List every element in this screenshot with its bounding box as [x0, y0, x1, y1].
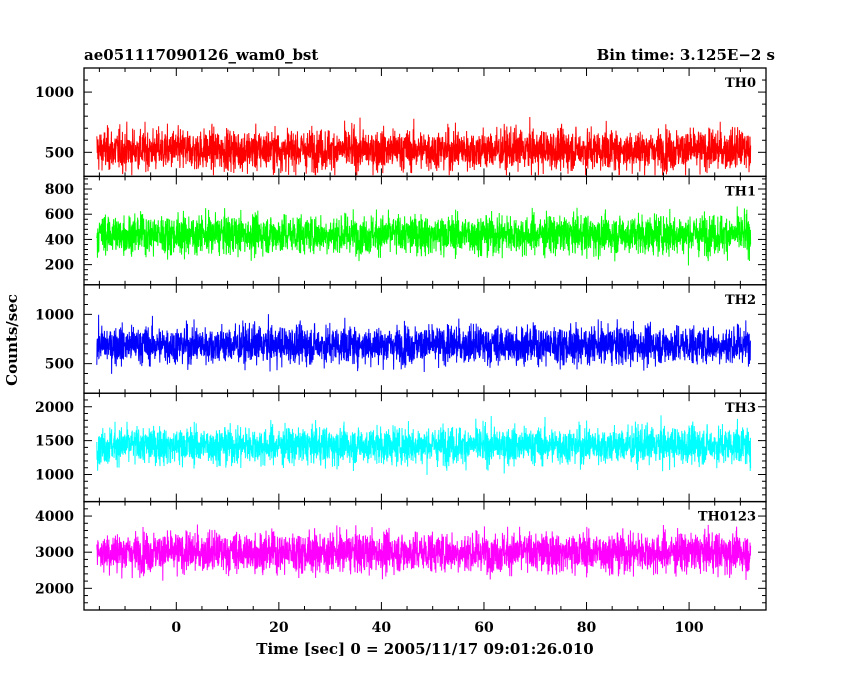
y-tick-label: 600 [45, 207, 74, 223]
x-tick-label: 40 [372, 620, 392, 636]
series-line-th0123 [96, 524, 752, 581]
x-axis-label: Time [sec] 0 = 2005/11/17 09:01:26.010 [256, 640, 593, 658]
y-tick-label: 800 [45, 182, 74, 198]
panel-frame [83, 500, 767, 611]
chart-title: ae051117090126_wam0_bst [84, 46, 318, 64]
series-line-th3 [96, 415, 752, 475]
series-line-th0 [96, 117, 752, 176]
panel-label: TH0 [725, 76, 756, 91]
y-tick-label: 3000 [35, 545, 74, 561]
y-tick-label: 4000 [35, 509, 74, 525]
y-tick-label: 200 [45, 258, 74, 274]
panel-th0: 500 1000 TH0 [35, 67, 767, 178]
series-line-th1 [96, 206, 752, 266]
y-tick-label: 1000 [35, 307, 74, 323]
panel-label: TH0123 [698, 510, 756, 525]
y-tick-label: 1000 [35, 468, 74, 484]
panel-th3: 1000 1500 2000 TH3 [35, 392, 767, 503]
y-tick-label: 2000 [35, 400, 74, 416]
x-tick-label: 60 [474, 620, 494, 636]
panel-th2: 500 1000 TH2 [35, 284, 767, 394]
y-tick-label: 1000 [35, 85, 74, 101]
x-axis: 0 20 40 60 80 100 [171, 620, 704, 636]
y-tick-label: 400 [45, 232, 74, 248]
y-tick-label: 1500 [35, 434, 74, 450]
panel-label: TH2 [725, 293, 756, 308]
y-tick-label: 500 [45, 357, 74, 373]
x-tick-label: 80 [577, 620, 597, 636]
panel-th0123: 2000 3000 4000 TH0123 [35, 500, 767, 611]
series-line-th2 [96, 314, 751, 374]
panel-label: TH3 [725, 401, 756, 416]
y-axis-label: Counts/sec [3, 294, 21, 386]
y-tick-label: 2000 [35, 581, 74, 597]
panel-label: TH1 [725, 184, 756, 199]
x-tick-label: 100 [674, 620, 703, 636]
x-tick-label: 0 [171, 620, 181, 636]
y-tick-label: 500 [45, 145, 74, 161]
x-tick-label: 20 [269, 620, 289, 636]
chart-subtitle: Bin time: 3.125E−2 s [597, 46, 775, 64]
panel-th1: 200 400 600 800 TH1 [45, 175, 767, 286]
